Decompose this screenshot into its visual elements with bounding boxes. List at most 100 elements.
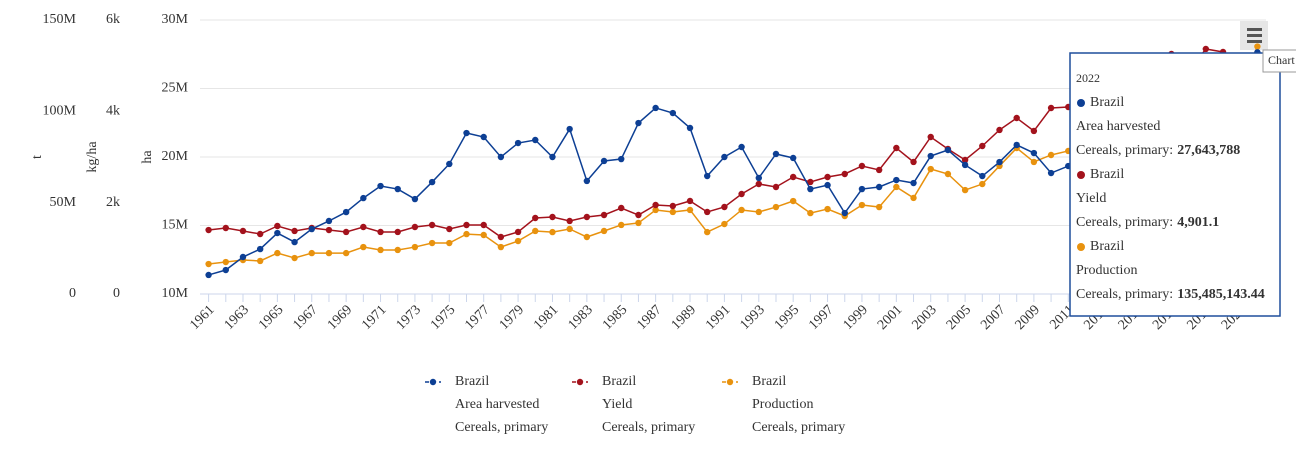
- data-point: [789, 173, 797, 181]
- data-point: [1030, 158, 1038, 166]
- y-tick-label: 15M: [162, 218, 189, 233]
- tooltip-series: Brazil: [1090, 239, 1124, 254]
- x-tick-label: 1991: [703, 302, 733, 332]
- x-tick-label: 1971: [359, 302, 389, 332]
- data-point: [411, 195, 419, 203]
- legend-label: Cereals, primary: [752, 420, 845, 435]
- x-tick-label: 2007: [978, 302, 1008, 332]
- data-point: [961, 156, 969, 164]
- tooltip-marker: [1077, 243, 1085, 251]
- data-point: [222, 224, 229, 232]
- data-point: [1202, 45, 1210, 53]
- data-point: [514, 139, 522, 147]
- y-tick-label: 100M: [43, 104, 77, 119]
- data-point: [600, 227, 608, 235]
- tooltip-box: [1069, 52, 1281, 317]
- data-point: [858, 185, 866, 193]
- data-point: [738, 190, 745, 198]
- data-point: [205, 226, 212, 234]
- data-point: [875, 203, 883, 211]
- tooltip-value-row: Cereals, primary: 4,901.1: [1076, 215, 1219, 230]
- x-tick-label: 1975: [428, 302, 458, 332]
- data-point: [514, 228, 522, 236]
- data-point: [497, 233, 505, 241]
- tooltip-item: Cereals, primary:: [1076, 287, 1173, 302]
- data-point: [566, 217, 573, 225]
- x-tick-label: 1993: [737, 302, 767, 332]
- data-point: [497, 153, 505, 161]
- data-point: [996, 158, 1003, 166]
- data-point: [463, 129, 470, 137]
- tooltip-value-row: Cereals, primary: 27,643,788: [1076, 143, 1240, 158]
- data-point: [772, 150, 780, 158]
- data-point: [669, 202, 677, 210]
- y-tick-label: 2k: [106, 195, 120, 210]
- data-point: [927, 152, 934, 160]
- data-point: [256, 230, 264, 238]
- data-point: [618, 155, 625, 163]
- data-point: [979, 172, 986, 180]
- data-point: [927, 165, 934, 173]
- data-point: [291, 227, 298, 235]
- data-point: [480, 221, 487, 229]
- x-tick-label: 1961: [187, 302, 217, 332]
- data-point: [704, 172, 711, 180]
- data-point: [532, 214, 539, 222]
- y-tick-label: 0: [113, 286, 120, 301]
- x-tick-label: 1969: [325, 302, 355, 332]
- data-point: [463, 221, 470, 229]
- data-point: [789, 197, 797, 205]
- data-point: [428, 178, 436, 186]
- data-point: [669, 208, 677, 216]
- x-tick-label: 1983: [566, 302, 596, 332]
- data-point: [411, 243, 419, 251]
- data-point: [755, 174, 762, 182]
- data-point: [325, 217, 333, 225]
- x-tick-label: 1999: [841, 302, 871, 332]
- data-point: [394, 185, 401, 193]
- data-point: [583, 233, 591, 241]
- x-tick-label: 1987: [634, 302, 664, 332]
- data-point: [342, 228, 350, 236]
- axis-title: t: [30, 155, 45, 159]
- data-point: [274, 222, 281, 230]
- data-point: [274, 229, 281, 237]
- data-point: [308, 249, 315, 257]
- data-point: [1013, 114, 1020, 122]
- data-point: [875, 183, 883, 191]
- data-point: [686, 124, 694, 132]
- data-point: [1030, 149, 1038, 157]
- data-point: [360, 194, 367, 202]
- data-point: [807, 209, 814, 217]
- data-point: [858, 201, 866, 209]
- y-tick-label: 30M: [162, 12, 189, 27]
- y-tick-label: 0: [69, 286, 76, 301]
- legend-label: Brazil: [752, 374, 786, 389]
- y-tick-label: 4k: [106, 104, 120, 119]
- data-point: [360, 223, 367, 231]
- menu-icon: [1247, 40, 1262, 43]
- data-point: [549, 153, 556, 161]
- data-point: [377, 246, 384, 254]
- data-point: [807, 178, 814, 186]
- data-point: [325, 226, 333, 234]
- data-point: [600, 211, 608, 219]
- y-tick-label: 20M: [162, 149, 189, 164]
- axis-title: ha: [140, 150, 155, 164]
- data-point: [824, 205, 831, 213]
- tooltip-marker: [1077, 99, 1085, 107]
- x-tick-label: 2005: [944, 302, 974, 332]
- data-point: [807, 185, 814, 193]
- data-point: [755, 208, 762, 216]
- data-point: [566, 225, 573, 233]
- y-tick-label: 10M: [162, 286, 189, 301]
- data-point: [291, 254, 298, 262]
- data-point: [428, 221, 436, 229]
- data-point: [927, 133, 934, 141]
- data-point: [738, 143, 745, 151]
- data-point: [274, 249, 281, 257]
- tooltip-item: Cereals, primary:: [1076, 215, 1173, 230]
- data-point: [910, 158, 917, 166]
- data-point: [1013, 141, 1020, 149]
- data-point: [893, 183, 900, 191]
